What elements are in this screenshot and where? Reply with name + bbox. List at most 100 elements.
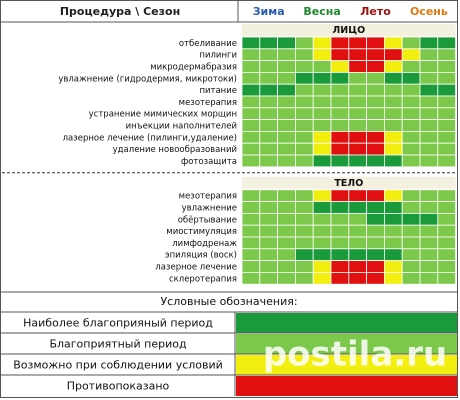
month-cell xyxy=(383,271,403,285)
month-cell xyxy=(437,271,456,285)
month-cell xyxy=(383,119,403,132)
month-cell xyxy=(241,260,261,273)
month-cell xyxy=(437,236,456,250)
month-cell xyxy=(383,212,403,226)
legend-swatch xyxy=(236,334,457,354)
month-cell xyxy=(437,60,456,73)
season-label: Зима xyxy=(253,5,285,18)
month-cell xyxy=(330,107,350,121)
month-cell xyxy=(366,107,385,121)
month-cell xyxy=(419,95,439,109)
month-cell xyxy=(348,60,367,73)
procedure-label: увлажнение (гидродермия, микротоки) xyxy=(58,74,237,84)
month-cell xyxy=(259,189,278,203)
month-cell xyxy=(419,154,439,168)
month-cell xyxy=(330,154,350,168)
month-cell xyxy=(277,130,296,144)
month-cell xyxy=(437,95,456,109)
month-cell xyxy=(259,72,278,85)
month-cell xyxy=(241,130,261,144)
month-cell xyxy=(419,142,439,156)
month-cell xyxy=(348,212,367,226)
month-cell xyxy=(241,36,261,50)
month-cell xyxy=(330,142,350,156)
month-cell xyxy=(401,130,421,144)
month-cell xyxy=(241,154,261,168)
month-cell xyxy=(401,107,421,121)
month-cell xyxy=(401,224,421,238)
month-cell xyxy=(383,248,403,262)
month-cell xyxy=(312,260,332,273)
month-cell xyxy=(241,189,261,203)
legend-title: Условные обозначения: xyxy=(160,295,297,308)
month-cell xyxy=(383,130,403,144)
month-cell xyxy=(419,72,439,85)
month-cell xyxy=(259,236,278,250)
month-cell xyxy=(259,154,278,168)
month-cell xyxy=(437,201,456,214)
month-cell xyxy=(366,83,385,97)
legend-label: Противопоказано xyxy=(67,380,170,393)
season-label: Лето xyxy=(360,5,391,18)
month-cell xyxy=(277,189,296,203)
month-cell xyxy=(330,72,350,85)
month-cell xyxy=(366,95,385,109)
month-cell xyxy=(330,95,350,109)
month-cell xyxy=(366,236,385,250)
month-cell xyxy=(383,189,403,203)
month-cell xyxy=(277,119,296,132)
month-cell xyxy=(294,95,314,109)
month-cell xyxy=(294,236,314,250)
month-cell xyxy=(366,119,385,132)
month-cell xyxy=(312,236,332,250)
month-cell xyxy=(277,154,296,168)
month-cell xyxy=(348,48,367,61)
month-cell xyxy=(277,83,296,97)
month-cell xyxy=(437,72,456,85)
month-cell xyxy=(383,236,403,250)
month-cell xyxy=(366,154,385,168)
month-cell xyxy=(366,48,385,61)
month-cell xyxy=(294,271,314,285)
month-cell xyxy=(294,72,314,85)
month-cell xyxy=(330,83,350,97)
month-cell xyxy=(366,260,385,273)
month-cell xyxy=(383,48,403,61)
month-cell xyxy=(419,271,439,285)
month-cell xyxy=(277,36,296,50)
month-cell xyxy=(312,201,332,214)
month-cell xyxy=(366,248,385,262)
month-cell xyxy=(294,48,314,61)
month-cell xyxy=(348,95,367,109)
month-cell xyxy=(241,48,261,61)
month-cell xyxy=(348,201,367,214)
month-cell xyxy=(383,83,403,97)
month-cell xyxy=(312,142,332,156)
procedure-label: отбеливание xyxy=(179,39,237,49)
month-cell xyxy=(401,201,421,214)
month-cell xyxy=(401,72,421,85)
month-cell xyxy=(312,119,332,132)
month-cell xyxy=(312,83,332,97)
procedure-label: мезотерапия xyxy=(179,192,237,202)
watermark: postila.ru xyxy=(263,335,447,375)
month-cell xyxy=(419,107,439,121)
month-cell xyxy=(366,60,385,73)
month-cell xyxy=(401,236,421,250)
month-cell xyxy=(366,72,385,85)
month-cell xyxy=(330,236,350,250)
month-cell xyxy=(241,119,261,132)
month-cell xyxy=(312,107,332,121)
month-cell xyxy=(294,83,314,97)
month-cell xyxy=(437,107,456,121)
month-cell xyxy=(348,130,367,144)
month-cell xyxy=(437,36,456,50)
month-cell xyxy=(419,224,439,238)
month-cell xyxy=(277,72,296,85)
month-cell xyxy=(401,189,421,203)
month-cell xyxy=(294,119,314,132)
legend-swatch xyxy=(236,313,457,333)
month-cell xyxy=(366,130,385,144)
month-cell xyxy=(241,201,261,214)
procedure-label: миостимуляция xyxy=(166,227,237,237)
